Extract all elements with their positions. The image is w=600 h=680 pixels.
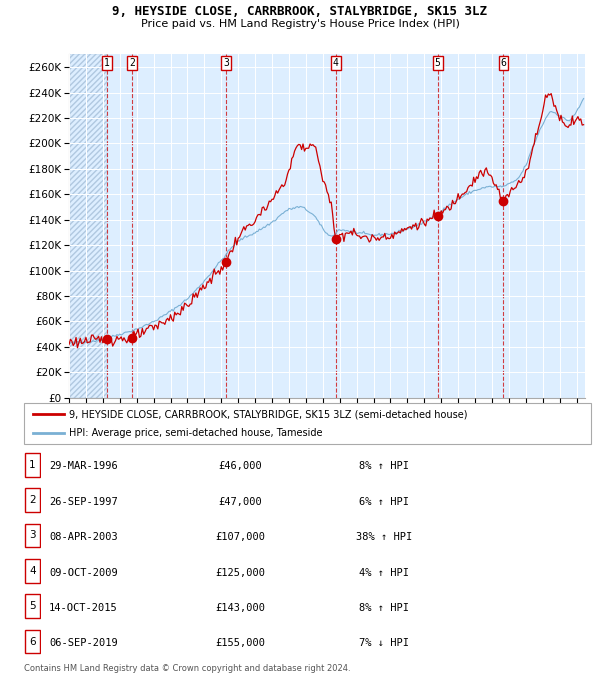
Text: 38% ↑ HPI: 38% ↑ HPI <box>356 532 412 542</box>
FancyBboxPatch shape <box>24 403 591 444</box>
Text: 06-SEP-2019: 06-SEP-2019 <box>49 639 118 648</box>
Text: 1: 1 <box>104 58 110 68</box>
FancyBboxPatch shape <box>25 594 40 618</box>
Text: £107,000: £107,000 <box>215 532 265 542</box>
Text: 4: 4 <box>29 566 36 576</box>
Text: 4% ↑ HPI: 4% ↑ HPI <box>359 568 409 577</box>
FancyBboxPatch shape <box>25 524 40 547</box>
Text: 5: 5 <box>435 58 440 68</box>
Text: 5: 5 <box>29 601 36 611</box>
Text: HPI: Average price, semi-detached house, Tameside: HPI: Average price, semi-detached house,… <box>70 428 323 438</box>
Text: 1: 1 <box>29 460 36 470</box>
FancyBboxPatch shape <box>25 488 40 512</box>
Text: 3: 3 <box>29 530 36 541</box>
Text: 3: 3 <box>223 58 229 68</box>
Text: Contains HM Land Registry data © Crown copyright and database right 2024.: Contains HM Land Registry data © Crown c… <box>24 664 350 673</box>
Text: 2: 2 <box>130 58 135 68</box>
Text: 8% ↑ HPI: 8% ↑ HPI <box>359 462 409 471</box>
Text: £155,000: £155,000 <box>215 639 265 648</box>
Text: 6: 6 <box>500 58 506 68</box>
Text: 14-OCT-2015: 14-OCT-2015 <box>49 603 118 613</box>
Text: 29-MAR-1996: 29-MAR-1996 <box>49 462 118 471</box>
Text: £46,000: £46,000 <box>218 462 262 471</box>
Text: 7% ↓ HPI: 7% ↓ HPI <box>359 639 409 648</box>
Text: 09-OCT-2009: 09-OCT-2009 <box>49 568 118 577</box>
Text: 9, HEYSIDE CLOSE, CARRBROOK, STALYBRIDGE, SK15 3LZ: 9, HEYSIDE CLOSE, CARRBROOK, STALYBRIDGE… <box>113 5 487 18</box>
FancyBboxPatch shape <box>25 453 40 477</box>
Text: £143,000: £143,000 <box>215 603 265 613</box>
Text: 6: 6 <box>29 636 36 647</box>
Text: 4: 4 <box>333 58 339 68</box>
Text: 2: 2 <box>29 495 36 505</box>
Text: 9, HEYSIDE CLOSE, CARRBROOK, STALYBRIDGE, SK15 3LZ (semi-detached house): 9, HEYSIDE CLOSE, CARRBROOK, STALYBRIDGE… <box>70 409 468 420</box>
Text: £47,000: £47,000 <box>218 497 262 507</box>
Text: 26-SEP-1997: 26-SEP-1997 <box>49 497 118 507</box>
FancyBboxPatch shape <box>25 559 40 583</box>
Text: Price paid vs. HM Land Registry's House Price Index (HPI): Price paid vs. HM Land Registry's House … <box>140 19 460 29</box>
Text: 08-APR-2003: 08-APR-2003 <box>49 532 118 542</box>
Text: 6% ↑ HPI: 6% ↑ HPI <box>359 497 409 507</box>
FancyBboxPatch shape <box>25 630 40 653</box>
Text: 8% ↑ HPI: 8% ↑ HPI <box>359 603 409 613</box>
Text: £125,000: £125,000 <box>215 568 265 577</box>
